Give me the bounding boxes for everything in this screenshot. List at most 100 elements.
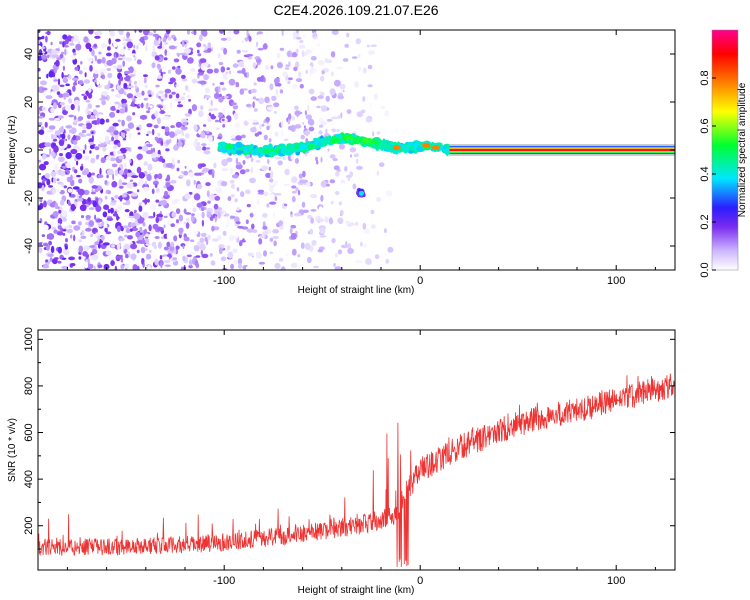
spectrogram-noise-cell xyxy=(190,68,196,72)
spectrogram-noise-cell xyxy=(104,195,108,200)
spectrogram-noise-cell xyxy=(199,80,207,85)
spectrogram-noise-cell xyxy=(245,103,252,108)
spectrogram-noise-cell xyxy=(91,120,96,125)
spectrogram-noise-cell xyxy=(60,170,66,176)
spectrogram-noise-cell xyxy=(54,117,61,121)
spectrogram-band-cell xyxy=(294,145,299,151)
spectrogram-noise-cell xyxy=(182,121,188,126)
spectrogram-noise-cell xyxy=(355,165,363,170)
spectrogram-noise-cell xyxy=(122,138,127,141)
spectrogram-noise-cell xyxy=(153,124,159,129)
spectrogram-noise-cell xyxy=(59,153,63,157)
spectrogram-noise-cell xyxy=(78,132,84,136)
spectrogram-noise-cell xyxy=(207,200,211,204)
spectrogram-noise-cell xyxy=(171,158,175,166)
spectrogram-noise-cell xyxy=(157,173,163,180)
spectrogram-noise-cell xyxy=(110,106,117,111)
spectrogram-noise-cell xyxy=(71,37,74,44)
spectrogram-noise-cell xyxy=(319,124,324,128)
spectrogram-noise-cell xyxy=(176,45,181,53)
spectrogram-noise-cell xyxy=(324,216,329,224)
spectrogram-noise-cell xyxy=(196,183,203,190)
spectrogram-noise-cell xyxy=(149,204,157,211)
spectrogram-noise-cell xyxy=(41,153,47,160)
spectrogram-noise-cell xyxy=(306,256,312,264)
spectrogram-noise-cell xyxy=(320,180,328,188)
spectrogram-noise-cell xyxy=(262,43,268,50)
spectrogram-noise-cell xyxy=(161,45,165,51)
spectrogram-noise-cell xyxy=(74,169,78,174)
spectrogram-noise-cell xyxy=(279,47,285,51)
spectrogram-noise-cell xyxy=(233,259,238,265)
spectrogram-noise-cell xyxy=(258,238,263,245)
spectrogram-noise-cell xyxy=(305,49,312,54)
spectrogram-noise-cell xyxy=(331,128,337,133)
spectrogram-noise-cell xyxy=(274,156,282,160)
spectrogram-noise-cell xyxy=(299,39,304,44)
spectrogram-noise-cell xyxy=(205,182,211,187)
spectrogram-noise-cell xyxy=(97,235,100,243)
spectrogram-noise-cell xyxy=(304,153,308,157)
spectrogram-noise-cell xyxy=(160,199,168,206)
spectrogram-noise-cell xyxy=(97,264,103,268)
spectrogram-noise-cell xyxy=(98,51,102,55)
spectrogram-noise-cell xyxy=(303,125,306,129)
spectrogram-noise-cell xyxy=(266,203,270,208)
spectrogram-noise-cell xyxy=(340,179,346,184)
spectrogram-noise-cell xyxy=(338,201,343,206)
spectrogram-noise-cell xyxy=(41,54,48,60)
spectrogram-noise-cell xyxy=(136,166,142,174)
spectrogram-noise-cell xyxy=(82,66,87,70)
spectrogram-noise-cell xyxy=(106,68,111,71)
spectrogram-noise-cell xyxy=(290,232,297,240)
spectrogram-noise-cell xyxy=(165,30,171,35)
spectrogram-noise-cell xyxy=(293,66,298,72)
spectrogram-noise-cell xyxy=(183,170,189,176)
spectrogram-noise-cell xyxy=(230,179,235,184)
spectrogram-noise-cell xyxy=(319,235,327,238)
spectrogram-noise-cell xyxy=(102,211,108,218)
spectrogram-noise-cell xyxy=(317,249,324,253)
spectrogram-noise-cell xyxy=(307,119,314,125)
spectrogram-noise-cell xyxy=(285,252,289,256)
spectrogram-noise-cell xyxy=(318,130,323,135)
spectrogram-noise-cell xyxy=(170,241,175,248)
spectrogram-noise-cell xyxy=(72,186,80,190)
spectrogram-noise-cell xyxy=(162,256,170,261)
spectrogram-noise-cell xyxy=(263,134,268,141)
spectrogram-noise-cell xyxy=(113,130,119,136)
snr-ytick-label: 400 xyxy=(23,470,35,488)
spectrogram-noise-cell xyxy=(189,239,195,242)
spectrogram-noise-cell xyxy=(156,226,164,232)
spectrogram-noise-cell xyxy=(113,40,119,48)
spectrogram-noise-cell xyxy=(142,222,146,227)
spectrogram-noise-cell xyxy=(39,218,43,224)
spectrogram-noise-cell xyxy=(93,228,96,232)
spectrogram-noise-cell xyxy=(194,172,201,176)
spectrogram-noise-cell xyxy=(293,33,297,40)
spectrogram-noise-cell xyxy=(250,88,257,94)
spectrogram-noise-cell xyxy=(131,175,139,179)
spectrogram-noise-cell xyxy=(38,182,43,189)
spectrogram-noise-cell xyxy=(103,263,110,270)
spectrogram-noise-cell xyxy=(72,136,77,141)
spectrogram-noise-cell xyxy=(123,46,126,50)
spectrogram-noise-cell xyxy=(152,180,159,186)
spectrogram-noise-cell xyxy=(161,126,166,130)
spectrogram-noise-cell xyxy=(350,154,353,158)
spectrogram-noise-cell xyxy=(136,249,140,254)
spectrogram-noise-cell xyxy=(117,64,123,70)
spectrogram-noise-cell xyxy=(156,177,159,181)
spectrogram-noise-cell xyxy=(336,129,341,132)
spectrogram-noise-cell xyxy=(127,122,135,129)
spectrogram-noise-cell xyxy=(277,160,283,166)
spectrogram-noise-cell xyxy=(274,193,282,196)
spectrogram-noise-cell xyxy=(68,200,71,206)
spectrogram-noise-cell xyxy=(38,247,42,251)
spectrogram-noise-cell xyxy=(221,159,229,167)
spectrogram-noise-cell xyxy=(151,242,156,247)
spectrogram-noise-cell xyxy=(297,189,301,196)
spectrogram-noise-cell xyxy=(91,172,96,176)
spectrogram-noise-cell xyxy=(246,118,253,123)
spectrogram-noise-cell xyxy=(129,179,134,182)
